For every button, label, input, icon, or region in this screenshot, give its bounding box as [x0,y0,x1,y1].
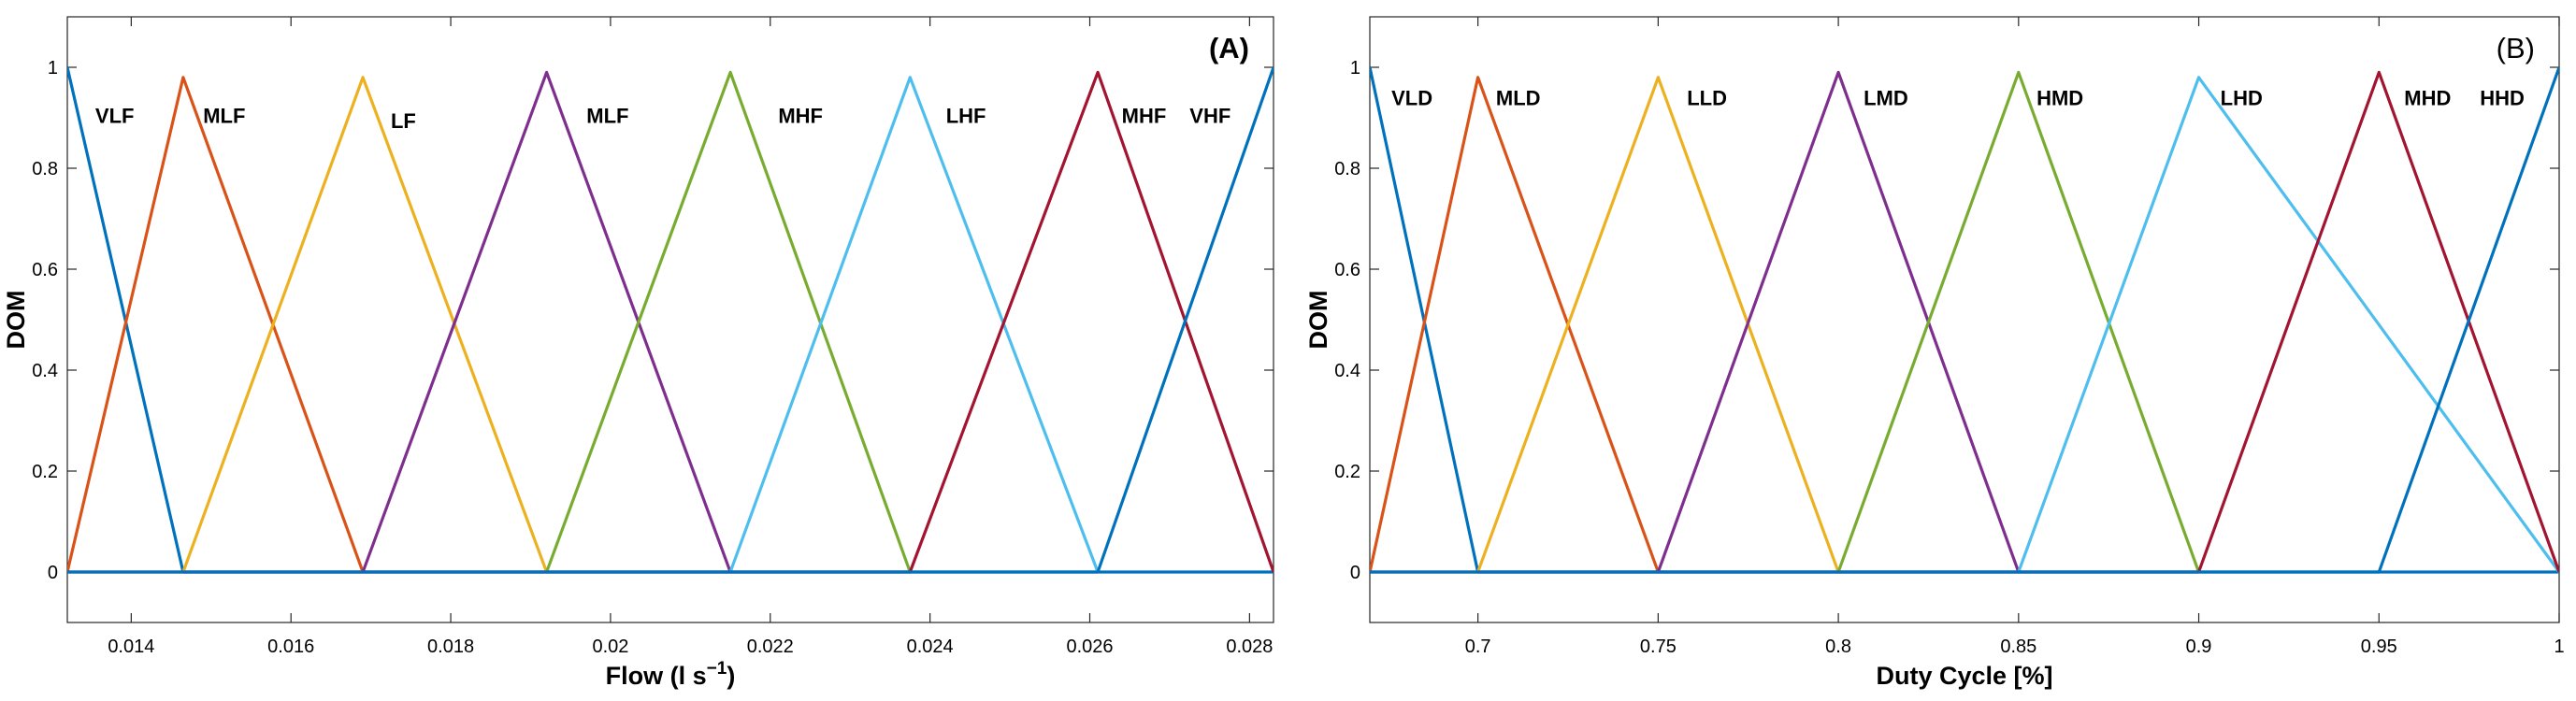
y-tick-label: 0.8 [32,159,58,179]
series-label-hmd: HMD [2036,87,2083,110]
y-tick-label: 1 [48,58,58,79]
series-label-mhd: MHD [2404,87,2451,110]
series-line-mhf [545,70,912,573]
series-label-lhf: LHF [946,104,986,127]
x-tick-label: 0.018 [427,637,474,657]
series-line-lld [1476,76,1840,573]
y-tick-label: 0.2 [1334,462,1360,482]
x-tick-label: 1 [2554,637,2564,657]
series-line-lf [181,76,549,573]
y-tick-label: 0.8 [1334,159,1360,179]
x-tick-label: 0.9 [2186,637,2212,657]
series-line-mlf [361,70,732,573]
panel-b: 0 0.2 0.4 0.6 0.8 1 0.7 0.75 0.8 0.85 0.9 0.95 1 VLD M… [1304,16,2565,690]
series-label-lmd: LMD [1864,87,1908,110]
y-tick-label: 0 [48,563,58,583]
panel-tag: (B) [2497,32,2535,64]
x-tick-label: 0.85 [2000,637,2036,657]
y-tick-label: 0 [1350,563,1360,583]
plot-frame [1369,16,2560,623]
series-label-mlf: MLF [203,104,245,127]
y-axis-label: DOM [1304,291,1332,350]
series-label-vld: VLD [1391,87,1432,110]
series-line-hhd [1370,66,2559,574]
y-tick-label: 0.4 [32,361,58,381]
series-label-mhf: MHF [778,104,823,127]
y-axis-label: DOM [2,291,30,350]
x-axis-label: Duty Cycle [%] [1876,662,2052,690]
x-tick-label: 0.75 [1640,637,1677,657]
x-tick-label: 0.95 [2361,637,2397,657]
series-group [67,66,1274,574]
series-label-hhd: HHD [2480,87,2525,110]
x-axis-label-sup: −1 [707,659,727,679]
x-axis-label-close: ) [727,662,735,690]
series-line-lhf [728,76,1100,573]
series-label-mhf: MHF [1122,104,1167,127]
series-line-vhf [67,66,1274,574]
series-label-lf: LF [391,109,416,133]
y-tick-label: 0.6 [32,260,58,280]
series-line-hmd [1836,70,2201,573]
x-tick-label: 0.016 [267,637,314,657]
x-tick-label: 0.02 [592,637,628,657]
panel-a: 0 0.2 0.4 0.6 0.8 1 0.014 0.016 0.018 0.02 0.022 0.… [2,16,1274,690]
series-label-mlf: MLF [586,104,628,127]
x-tick-label: 0.028 [1226,637,1273,657]
series-line-vlf [67,66,1274,574]
y-tick-label: 0.4 [1334,361,1360,381]
x-tick-label: 0.7 [1465,637,1491,657]
plot-frame [66,16,1274,623]
x-tick-label: 0.8 [1825,637,1851,657]
x-axis-label: Flow (l s−1) [606,659,736,690]
series-label-lhd: LHD [2221,87,2263,110]
series-label-lld: LLD [1687,87,1727,110]
series-label-vhf: VHF [1189,104,1230,127]
x-tick-label: 0.022 [747,637,794,657]
panel-tag: (A) [1209,32,1249,64]
x-axis-label-main: Duty Cycle [%] [1876,662,2052,690]
y-tick-label: 0.2 [32,462,58,482]
series-label-vlf: VLF [95,104,135,127]
x-tick-label: 0.026 [1066,637,1113,657]
series-line-lmd [1656,70,2021,573]
series-group [1370,66,2559,574]
series-line-mlf [67,76,365,573]
series-line-mhf [67,70,1274,574]
y-tick-label: 0.6 [1334,260,1360,280]
x-tick-label: 0.014 [108,637,154,657]
series-line-vld [1370,66,2559,574]
series-line-mhd [1370,70,2559,574]
y-tick-label: 1 [1350,58,1360,79]
series-label-mld: MLD [1496,87,1541,110]
x-tick-label: 0.024 [907,637,954,657]
x-axis-label-main: Flow (l s [606,662,707,690]
series-line-mld [1370,76,1660,573]
